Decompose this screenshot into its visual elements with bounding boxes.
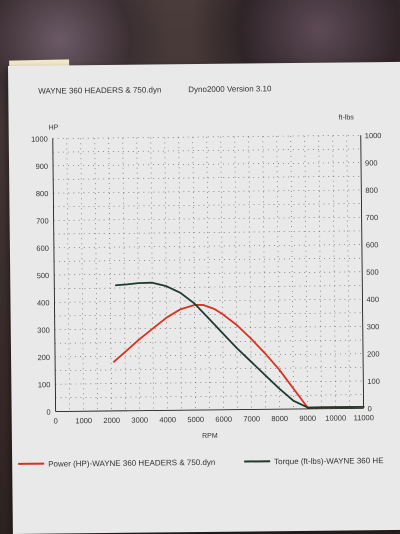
grid-line-x [206,136,210,410]
grid-line-y [53,203,362,208]
y-tick-label-left: 100 [38,380,51,389]
grid-line-y [53,162,362,167]
y-tick-label-left: 800 [36,189,49,198]
dyno-chart: WAYNE 360 HEADERS & 750.dyn Dyno2000 Ver… [18,84,384,469]
grid-line-y [54,326,363,330]
grid-line-y [54,257,363,262]
grid-line-x [220,136,224,410]
y-tick-label-right: 100 [367,377,380,386]
y-tick-label-right: 200 [367,350,380,359]
grid-line-x [304,135,308,409]
grid-line-y [54,298,363,303]
grid-line-x [290,136,294,410]
legend: Power (HP)-WAYNE 360 HEADERS & 750.dyn To… [18,456,384,469]
grid-line-x [80,138,84,412]
y-tick-label-left: 300 [37,326,50,335]
y-tick-label-left: 0 [46,408,50,417]
x-tick-label: 0 [54,416,58,425]
y-tick-label-left: 700 [36,216,49,225]
grid-line-x [108,137,112,411]
x-tick-label: 4000 [159,415,176,424]
x-tick-label: 7000 [243,414,260,423]
grid-line-x [192,137,196,411]
x-tick-label: 6000 [215,415,232,424]
dyno-printout: WAYNE 360 HEADERS & 750.dyn Dyno2000 Ver… [8,61,400,534]
grid-line-x [276,136,280,410]
y-tick-label-left: 500 [37,271,50,280]
grid-line-y [52,148,361,153]
right-axis [360,135,365,409]
x-axis-label: RPM [202,433,218,440]
x-axis [55,407,364,412]
x-tick-label: 3000 [131,416,148,425]
y-tick-label-right: 800 [365,186,378,195]
y-tick-label-left: 600 [36,244,49,253]
y-tick-label-right: 500 [366,268,379,277]
grid-line-x [178,137,182,411]
grid-line-x [248,136,252,410]
grid [52,135,365,412]
grid-line-y [52,135,361,139]
y-tick-label-right: 900 [365,158,378,167]
grid-line-x [332,135,336,409]
grid-line-x [346,135,350,409]
left-axis-label: HP [49,124,59,131]
grid-line-x [136,137,140,411]
y-tick-label-right: 300 [367,322,380,331]
left-axis [52,138,57,412]
series-lines [113,281,365,409]
x-tick-label: 8000 [271,414,288,423]
y-tick-label-right: 700 [366,213,379,222]
x-tick-label: 11000 [354,413,374,422]
y-tick-label-left: 200 [37,353,50,362]
y-tick-label-left: 1000 [31,135,48,144]
grid-line-x [122,137,126,411]
y-tick-label-left: 400 [37,298,50,307]
series-line-power [113,303,365,409]
tick-labels: 0 1000 2000 3000 4000 5000 6000 7000 8000 9000 100… [31,131,382,425]
grid-line-x [150,137,154,411]
grid-line-x [318,135,322,409]
y-tick-label-right: 1000 [365,131,382,140]
grid-line-x [262,136,266,410]
x-tick-label: 2000 [103,416,120,425]
app-version: Dyno2000 Version 3.10 [188,84,272,94]
x-tick-label: 9000 [299,414,316,423]
x-tick-label: 10000 [325,413,346,422]
y-tick-label-left: 900 [35,162,48,171]
grid-line-x [94,138,98,412]
y-tick-label-right: 600 [366,240,379,249]
x-tick-label: 1000 [75,416,92,425]
y-tick-label-right: 0 [368,404,372,413]
grid-line-x [164,137,168,411]
x-tick-label: 5000 [187,415,204,424]
legend-label-power: Power (HP)-WAYNE 360 HEADERS & 750.dyn [48,458,215,469]
legend-label-torque: Torque (ft-lbs)-WAYNE 360 HE [274,456,383,466]
series-line-torque [115,281,365,409]
grid-line-y [54,312,363,317]
grid-line-x [66,138,70,412]
file-title: WAYNE 360 HEADERS & 750.dyn [38,85,161,95]
right-axis-label: ft-lbs [339,114,355,121]
y-tick-label-right: 400 [366,295,379,304]
grid-line-y [55,353,364,358]
grid-line-x [234,136,238,410]
